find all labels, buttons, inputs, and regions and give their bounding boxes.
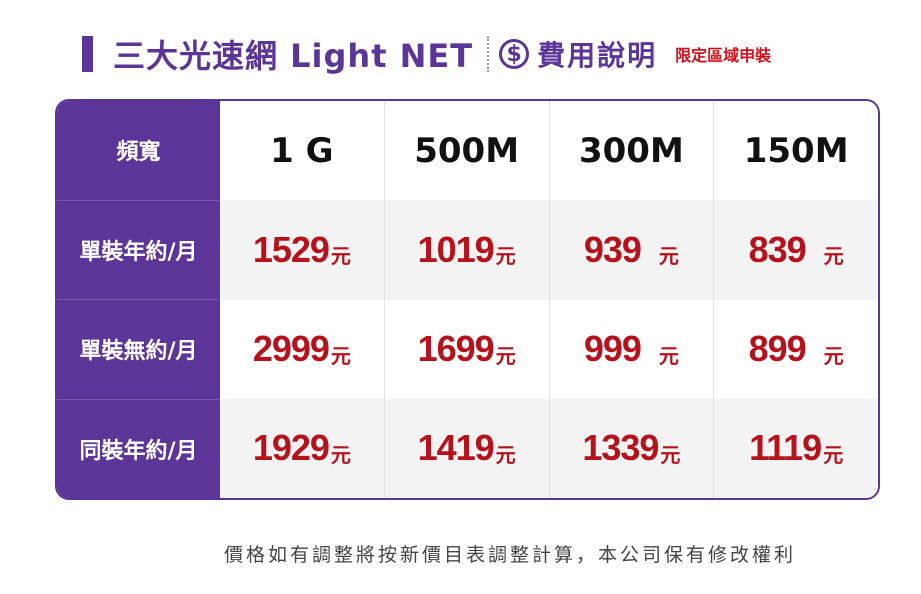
header-row: 1 G 500M 300M 150M [220, 101, 878, 201]
row-label-bundle-annual: 同裝年約/月 [79, 438, 198, 464]
price-cell: 1419 元 [385, 398, 550, 498]
footer-disclaimer: 價格如有調整將按新價目表調整計算，本公司保有修改權利 [224, 544, 797, 566]
price-unit: 元 [823, 343, 844, 368]
price-unit: 元 [330, 442, 351, 467]
price-value: 1339 [582, 427, 659, 469]
price-unit: 元 [495, 244, 516, 269]
price-value: 1019 [417, 228, 495, 270]
table-row: 2999 元 1699 元 999 元 899 元 [220, 299, 878, 399]
table-row: 1529 元 1019 元 939 元 839 元 [220, 200, 878, 300]
price-cell: 999 元 [550, 299, 715, 399]
pricing-table: 頻寬 單裝年約/月 單裝無約/月 同裝年約/月 1 G 500M 300M 15… [55, 99, 880, 500]
price-cell: 1019 元 [385, 200, 550, 300]
price-unit: 元 [823, 442, 844, 467]
price-value: 2999 [252, 328, 330, 370]
price-unit: 元 [330, 244, 351, 269]
dollar-icon: $ [499, 39, 530, 69]
column-header-150m: 150M [743, 130, 849, 171]
table-data-area: 1 G 500M 300M 150M 1529 元 1019 元 939 元 839 元… [220, 101, 878, 498]
price-value: 1699 [417, 328, 495, 370]
dotted-divider [487, 36, 490, 72]
column-header: 1 G [220, 101, 385, 201]
price-value: 839 [748, 228, 807, 270]
price-value: 1119 [749, 427, 822, 469]
price-value: 1929 [252, 427, 330, 469]
column-header: 150M [714, 101, 878, 200]
price-unit: 元 [658, 244, 679, 269]
column-header: 300M [550, 101, 715, 201]
bandwidth-label: 頻寬 [57, 101, 220, 201]
price-cell: 1119 元 [714, 399, 878, 498]
price-value: 899 [748, 328, 807, 370]
column-header-300m: 300M [578, 130, 684, 171]
title-accent-bar [82, 36, 93, 72]
column-header-1g: 1 G [270, 130, 334, 171]
price-unit: 元 [660, 442, 681, 467]
price-cell: 1339 元 [550, 398, 715, 498]
row-label-column: 頻寬 單裝年約/月 單裝無約/月 同裝年約/月 [57, 101, 220, 498]
price-cell: 1529 元 [220, 200, 385, 300]
price-cell: 2999 元 [220, 299, 385, 399]
price-cell: 839 元 [714, 200, 878, 299]
price-cell: 1699 元 [385, 299, 550, 399]
page-title: 三大光速網 Light NET [113, 37, 474, 75]
region-note: 限定區域申裝 [675, 46, 772, 65]
price-unit: 元 [330, 343, 351, 368]
price-value: 999 [583, 328, 642, 370]
price-unit: 元 [658, 343, 679, 368]
price-cell: 899 元 [714, 300, 878, 399]
price-cell: 939 元 [550, 200, 715, 300]
row-label-single-no-contract: 單裝無約/月 [57, 300, 220, 400]
price-value: 1419 [417, 427, 495, 469]
page-header: 三大光速網 Light NET $ 費用說明 限定區域申裝 [82, 30, 902, 78]
price-value: 939 [583, 228, 642, 270]
price-unit: 元 [823, 244, 844, 269]
row-label-single-annual: 單裝年約/月 [57, 201, 220, 300]
price-cell: 1929 元 [220, 398, 385, 498]
table-row: 1929 元 1419 元 1339 元 1119 元 [220, 398, 878, 498]
price-value: 1529 [252, 228, 330, 270]
price-unit: 元 [495, 343, 516, 368]
pricing-subtitle: 費用說明 [537, 39, 658, 72]
column-header-500m: 500M [414, 130, 520, 171]
column-header: 500M [385, 101, 550, 201]
price-unit: 元 [495, 442, 516, 467]
